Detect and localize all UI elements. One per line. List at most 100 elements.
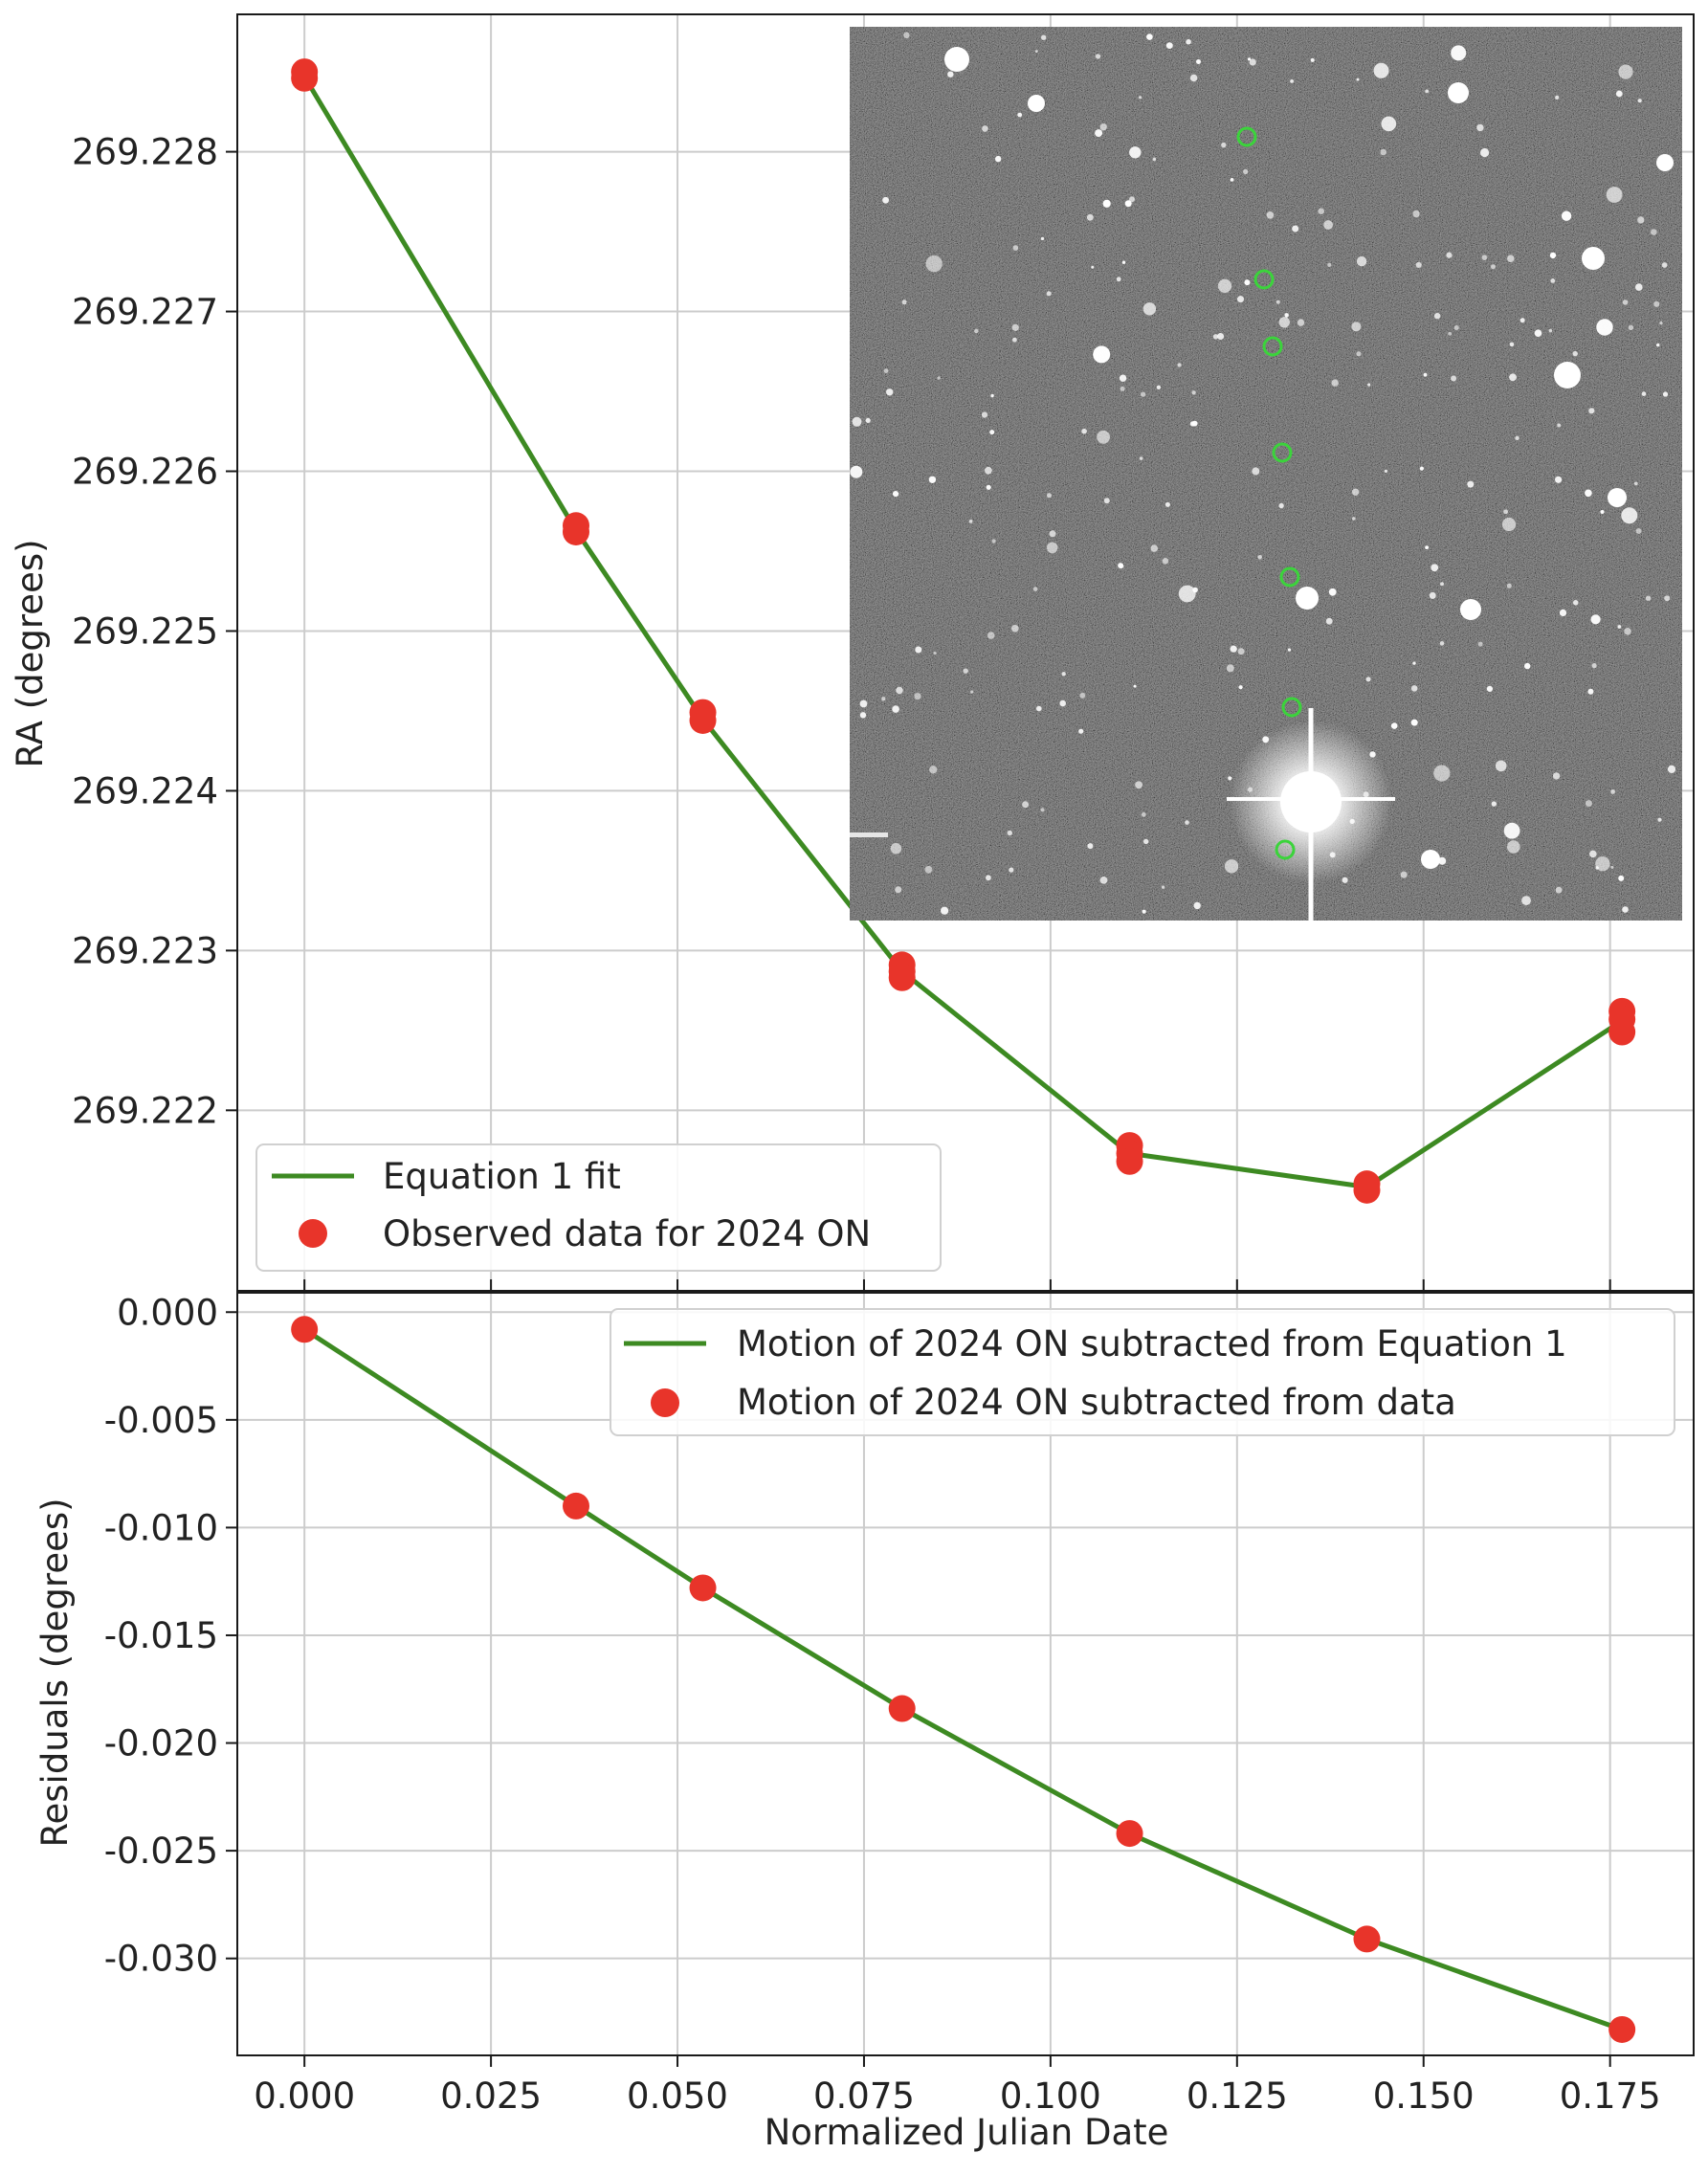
asteroid-marker-ring xyxy=(1279,566,1300,588)
inset-star xyxy=(1095,54,1101,59)
inset-star xyxy=(1550,278,1556,283)
inset-star xyxy=(1192,587,1198,593)
inset-star xyxy=(1572,600,1579,606)
inset-star xyxy=(1191,390,1196,395)
inset-star xyxy=(1162,558,1169,565)
inset-star xyxy=(1310,57,1315,62)
inset-star xyxy=(925,255,943,273)
inset-star xyxy=(1099,877,1108,884)
inset-star xyxy=(1093,345,1111,364)
inset-star xyxy=(1549,252,1557,259)
inset-star xyxy=(1555,886,1563,894)
inset-star xyxy=(1645,595,1652,601)
inset-star xyxy=(1095,129,1103,138)
inset-star xyxy=(1086,213,1094,221)
inset-star xyxy=(1141,811,1146,817)
inset-star xyxy=(850,465,863,478)
inset-star xyxy=(1585,800,1592,808)
inset-star xyxy=(1555,476,1563,483)
inset-star xyxy=(924,865,933,874)
inset-star xyxy=(1142,909,1146,914)
inset-star xyxy=(1247,57,1252,61)
x-tick-label: 0.050 xyxy=(627,2075,728,2117)
bottom-y-tick-label: -0.025 xyxy=(104,1831,218,1872)
bottom-legend-frame xyxy=(610,1308,1675,1436)
inset-star xyxy=(892,705,899,713)
inset-star xyxy=(1591,663,1597,669)
inset-star xyxy=(1012,337,1017,343)
inset-star xyxy=(1040,236,1045,241)
inset-star xyxy=(968,520,973,523)
inset-star xyxy=(1453,325,1459,330)
inset-bright-star-small xyxy=(1448,82,1469,103)
inset-star xyxy=(1491,264,1496,270)
bottom-data-point xyxy=(291,1316,319,1343)
inset-star xyxy=(1491,801,1497,807)
inset-star xyxy=(1091,265,1095,269)
top-legend-frame xyxy=(255,1143,942,1272)
inset-star xyxy=(1102,199,1111,208)
inset-star xyxy=(886,388,894,396)
inset-star xyxy=(865,417,871,423)
inset-star xyxy=(1287,648,1292,652)
inset-star xyxy=(1012,245,1019,251)
inset-star xyxy=(1431,564,1439,572)
top-panel: RA (degrees) 269.222269.223269.224269.22… xyxy=(10,14,1694,1291)
inset-star xyxy=(1022,801,1030,809)
inset-star xyxy=(1081,428,1087,434)
inset-star xyxy=(1477,641,1483,647)
inset-star xyxy=(1521,896,1531,905)
x-tick-label: 0.100 xyxy=(1000,2075,1101,2117)
inset-star xyxy=(1238,685,1243,690)
inset-star xyxy=(1243,168,1249,174)
bottom-data-point xyxy=(1353,1925,1381,1953)
top-legend-point-label: Observed data for 2024 ON xyxy=(383,1213,871,1254)
inset-star xyxy=(1519,318,1525,323)
inset-star xyxy=(1161,885,1165,889)
inset-star xyxy=(1501,517,1517,532)
inset-star xyxy=(1097,430,1110,444)
inset-star xyxy=(1284,313,1289,318)
bottom-data-point xyxy=(1608,2015,1636,2043)
inset-star xyxy=(1224,859,1239,874)
inset-star xyxy=(1141,391,1146,397)
asteroid-marker-ring xyxy=(1253,269,1275,290)
inset-star xyxy=(1651,229,1657,235)
top-data-point xyxy=(1116,1147,1143,1175)
inset-star xyxy=(1185,820,1189,825)
inset-star xyxy=(974,328,979,334)
inset-star xyxy=(1380,148,1386,156)
inset-star xyxy=(1572,350,1578,357)
top-y-tick-label: 269.228 xyxy=(72,132,218,173)
inset-star xyxy=(1506,583,1512,588)
inset-star xyxy=(1637,216,1645,224)
inset-star xyxy=(1451,45,1467,61)
inset-star xyxy=(1078,728,1084,734)
bottom-y-tick-label: -0.010 xyxy=(104,1507,218,1548)
inset-star xyxy=(1047,493,1052,499)
inset-star xyxy=(1507,255,1515,263)
inset-star xyxy=(1438,856,1447,865)
bottom-y-ticks: 0.000 -0.005 -0.010 -0.015 -0.020 -0.025 -0.03… xyxy=(104,1292,237,1980)
bottom-data-point xyxy=(888,1695,916,1722)
inset-star xyxy=(1228,776,1232,781)
inset-star xyxy=(987,632,995,639)
inset-star xyxy=(1588,408,1595,414)
inset-star xyxy=(1252,467,1260,476)
inset-star xyxy=(1641,391,1647,396)
top-y-axis-label: RA (degrees) xyxy=(10,539,51,767)
inset-star xyxy=(1656,343,1660,347)
inset-star xyxy=(1189,74,1198,82)
inset-star xyxy=(1635,528,1642,534)
inset-star xyxy=(928,476,937,483)
top-data-point xyxy=(291,64,319,92)
inset-star xyxy=(1327,262,1332,267)
asteroid-marker-ring xyxy=(1272,442,1293,463)
inset-star xyxy=(1119,563,1124,569)
inset-star xyxy=(1177,363,1182,367)
inset-star xyxy=(991,539,996,544)
inset-star xyxy=(1617,625,1622,629)
inset-star xyxy=(1606,187,1623,203)
inset-star xyxy=(1217,278,1232,293)
inset-star xyxy=(1325,617,1333,625)
